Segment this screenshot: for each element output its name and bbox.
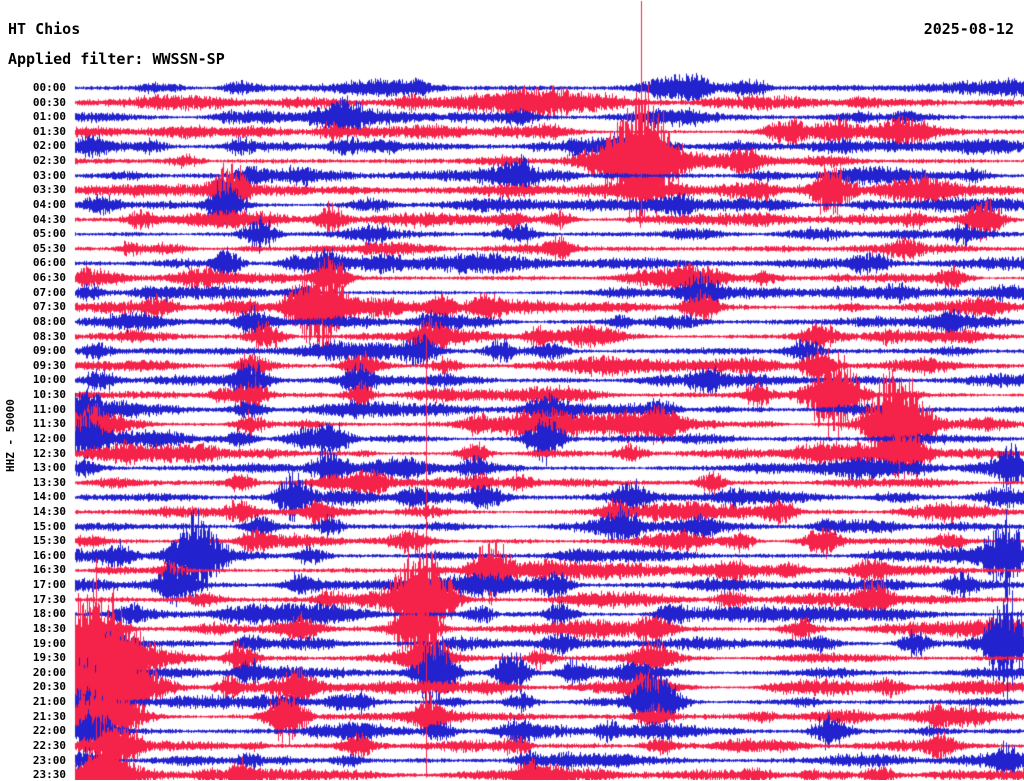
time-label: 01:30 [32,124,66,138]
time-label: 09:30 [32,358,66,372]
time-label: 07:00 [32,285,66,299]
time-label: 16:00 [32,548,66,562]
time-label: 01:00 [32,110,66,124]
time-label: 06:00 [32,256,66,270]
time-label: 22:30 [32,738,66,752]
time-label: 13:30 [32,475,66,489]
time-label: 22:00 [32,724,66,738]
time-label: 04:00 [32,197,66,211]
time-label: 05:30 [32,241,66,255]
time-label: 14:30 [32,504,66,518]
time-label: 12:30 [32,446,66,460]
time-label: 13:00 [32,461,66,475]
time-label: 09:00 [32,344,66,358]
time-label: 00:30 [32,95,66,109]
time-label: 20:00 [32,665,66,679]
time-label: 07:30 [32,300,66,314]
time-label: 18:30 [32,621,66,635]
time-label: 08:30 [32,329,66,343]
time-label: 12:00 [32,431,66,445]
time-label: 19:30 [32,651,66,665]
time-label: 23:30 [32,768,66,781]
time-label: 05:00 [32,227,66,241]
time-label: 03:00 [32,168,66,182]
time-label: 04:30 [32,212,66,226]
time-label: 10:30 [32,388,66,402]
time-label: 10:00 [32,373,66,387]
time-label: 18:00 [32,607,66,621]
time-label: 02:00 [32,139,66,153]
time-label: 15:30 [32,534,66,548]
time-label: 16:30 [32,563,66,577]
time-label: 21:00 [32,695,66,709]
time-label: 15:00 [32,519,66,533]
time-label: 17:00 [32,578,66,592]
applied-filter-label: Applied filter: WWSSN-SP [8,50,225,68]
time-label: 19:00 [32,636,66,650]
time-label: 20:30 [32,680,66,694]
time-label: 11:00 [32,402,66,416]
time-label: 08:00 [32,314,66,328]
plot-date: 2025-08-12 [923,20,1014,38]
time-label: 17:30 [32,592,66,606]
time-label: 21:30 [32,709,66,723]
time-label: 02:30 [32,154,66,168]
time-label: 11:30 [32,417,66,431]
time-label: 14:00 [32,490,66,504]
time-label: 03:30 [32,183,66,197]
station-title: HT Chios [8,20,81,38]
time-label: 06:30 [32,271,66,285]
time-label: 00:00 [32,81,66,94]
time-label: 23:00 [32,753,66,767]
